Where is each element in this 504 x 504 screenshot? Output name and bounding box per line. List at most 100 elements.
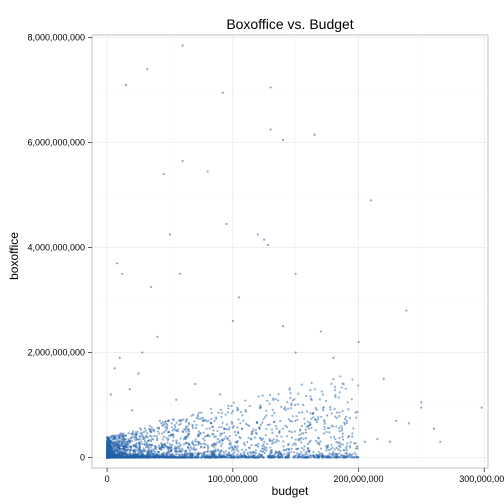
data-point <box>133 450 137 453</box>
data-point <box>161 424 164 427</box>
data-point <box>221 456 225 459</box>
data-point <box>196 440 199 443</box>
y-tick-label: 2,000,000,000 <box>27 348 85 358</box>
data-point <box>153 444 156 448</box>
data-point <box>168 434 171 438</box>
data-point <box>341 435 344 438</box>
data-point <box>180 456 183 459</box>
data-point <box>328 454 331 457</box>
data-point <box>293 403 297 407</box>
data-point <box>233 448 236 451</box>
data-point <box>197 443 200 446</box>
data-point <box>261 445 264 448</box>
data-point <box>306 454 310 457</box>
data-point <box>172 436 175 439</box>
data-point <box>161 438 164 441</box>
data-point <box>122 451 125 454</box>
data-point <box>174 428 177 432</box>
data-point <box>281 138 285 142</box>
data-point <box>343 418 347 421</box>
panel-border <box>91 34 489 469</box>
data-point <box>197 456 200 459</box>
data-point <box>210 449 213 453</box>
data-point <box>150 450 153 453</box>
data-point <box>116 448 119 452</box>
data-point <box>212 450 215 454</box>
data-point <box>191 425 194 428</box>
data-point <box>162 172 165 176</box>
data-point <box>248 404 251 408</box>
data-point <box>308 451 311 454</box>
data-point <box>196 415 200 418</box>
data-point <box>224 413 227 416</box>
data-point <box>227 456 231 459</box>
data-point <box>151 438 155 441</box>
data-point <box>218 426 221 429</box>
data-point <box>340 454 343 457</box>
data-point <box>148 424 151 427</box>
data-point <box>142 431 146 434</box>
data-point <box>199 417 203 420</box>
data-point <box>227 404 230 407</box>
data-point <box>199 442 203 446</box>
data-point <box>316 418 320 421</box>
data-point <box>193 452 196 455</box>
data-point <box>167 437 170 440</box>
data-point <box>200 445 203 448</box>
data-point <box>269 439 272 442</box>
data-point <box>158 419 161 422</box>
data-point <box>328 431 331 434</box>
data-point <box>273 411 276 414</box>
data-point <box>221 91 224 94</box>
data-point <box>182 456 185 459</box>
data-point <box>245 448 248 451</box>
data-point <box>137 438 140 441</box>
data-point <box>272 438 275 441</box>
data-point <box>266 455 269 458</box>
data-point <box>344 387 347 390</box>
data-point <box>141 433 144 437</box>
data-point <box>115 437 118 440</box>
data-point <box>319 440 322 443</box>
data-point <box>262 447 265 450</box>
data-point <box>332 378 335 381</box>
data-point <box>128 388 131 391</box>
data-point <box>310 426 313 429</box>
dense-point-cluster <box>105 375 360 459</box>
data-point <box>161 421 165 424</box>
data-point <box>197 452 200 456</box>
data-point <box>259 436 262 439</box>
data-point <box>168 233 172 236</box>
data-point <box>213 419 216 422</box>
data-point <box>235 456 238 459</box>
data-point <box>119 432 122 435</box>
data-point <box>288 454 291 457</box>
data-point <box>356 410 359 413</box>
data-point <box>329 448 332 451</box>
data-point <box>325 430 328 434</box>
data-point <box>190 453 194 456</box>
data-point <box>179 449 182 452</box>
data-point <box>230 412 233 415</box>
data-point <box>302 432 305 435</box>
data-point <box>259 450 262 453</box>
data-point <box>241 414 244 417</box>
data-point <box>300 424 304 428</box>
y-axis-ticks: 0 2,000,000,000 4,000,000,000 6,000,000,000… <box>27 33 92 463</box>
data-point <box>337 396 340 399</box>
data-point <box>182 418 185 421</box>
data-point <box>335 456 338 459</box>
data-point <box>351 378 354 381</box>
data-point <box>294 272 297 275</box>
data-point <box>382 377 385 380</box>
data-point <box>135 455 138 458</box>
data-point <box>221 442 224 445</box>
data-point <box>168 450 171 453</box>
data-point <box>314 418 318 422</box>
data-point <box>193 420 196 423</box>
data-point <box>124 434 127 437</box>
data-point <box>420 401 423 404</box>
data-point <box>131 452 135 456</box>
data-point <box>153 430 156 433</box>
data-point <box>236 445 239 448</box>
